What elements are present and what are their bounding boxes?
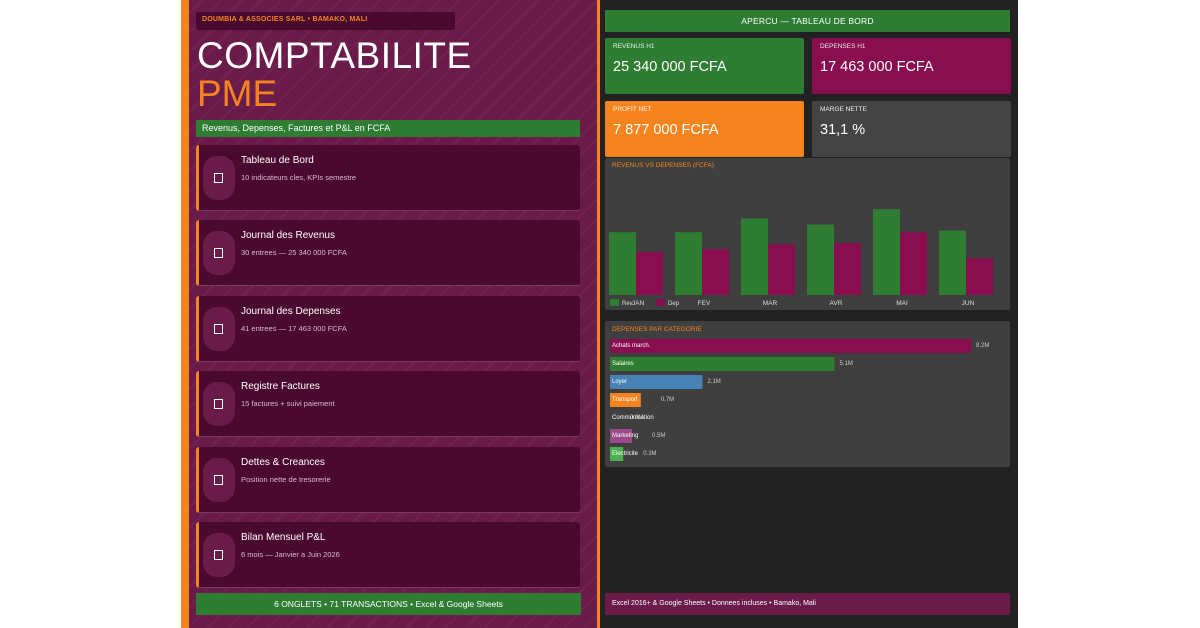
bar-dep-avr bbox=[834, 242, 861, 295]
category-bar-2 bbox=[610, 375, 703, 389]
bar-dep-mar bbox=[768, 244, 795, 295]
category-value: 0.3M bbox=[643, 451, 656, 457]
category-value: 0.0M bbox=[630, 415, 643, 421]
info-footer: Excel 2016+ & Google Sheets • Donnees in… bbox=[605, 593, 1010, 615]
sheet-icon bbox=[203, 231, 235, 275]
card-title: Registre Factures bbox=[241, 381, 320, 392]
nav-card-tableau-de-bord[interactable]: Tableau de Bord 10 indicateurs cles, KPI… bbox=[196, 145, 580, 211]
category-chart: DEPENSES PAR CATEGORIE Achats march. 8.2M… bbox=[605, 321, 1010, 467]
sheet-icon bbox=[203, 156, 235, 200]
category-value: 0.5M bbox=[652, 433, 665, 439]
page-title-accent: PME bbox=[197, 73, 278, 114]
right-panel: APERCU — TABLEAU DE BORD REVENUS H1 25 3… bbox=[600, 0, 1018, 628]
category-label: Achats march. bbox=[612, 343, 651, 349]
sheet-icon bbox=[203, 458, 235, 502]
bar-rev-avr bbox=[807, 224, 834, 295]
legend-swatch-rev bbox=[610, 299, 619, 306]
category-value: 0.7M bbox=[661, 397, 674, 403]
kpi-value: 17 463 000 FCFA bbox=[820, 59, 934, 75]
bar-rev-mai bbox=[873, 209, 900, 295]
card-title: Journal des Revenus bbox=[241, 230, 335, 241]
accent-stripe bbox=[181, 0, 189, 628]
page-title: COMPTABILITE bbox=[197, 35, 472, 76]
bar-dep-jun bbox=[966, 258, 993, 295]
kpi-label: MARGE NETTE bbox=[820, 106, 867, 113]
card-title: Tableau de Bord bbox=[241, 155, 314, 166]
company-badge: DOUMBIA & ASSOCIES SARL • BAMAKO, MALI bbox=[196, 12, 455, 30]
category-label: Communication bbox=[612, 415, 654, 421]
kpi-label: PROFIT NET bbox=[613, 106, 652, 113]
sheet-icon bbox=[203, 382, 235, 426]
category-value: 2.1M bbox=[707, 379, 720, 385]
subtitle-banner: Revenus, Depenses, Factures et P&L en FC… bbox=[196, 120, 580, 137]
category-value: 8.2M bbox=[976, 343, 989, 349]
kpi-marge-nette: MARGE NETTE 31,1 % bbox=[812, 101, 1011, 157]
nav-card-journal-revenus[interactable]: Journal des Revenus 30 entrees — 25 340 … bbox=[196, 220, 580, 286]
legend-label-rev: Rev bbox=[622, 301, 633, 307]
kpi-revenus: REVENUS H1 25 340 000 FCFA bbox=[605, 38, 804, 94]
x-tick-label: AVR bbox=[830, 300, 843, 307]
chart-title: REVENUS VS DEPENSES (FCFA) bbox=[612, 162, 714, 169]
kpi-label: REVENUS H1 bbox=[613, 43, 655, 50]
category-bar-0 bbox=[610, 339, 971, 353]
hbar-chart-svg: Achats march. 8.2M Salaires 5.1M Loyer 2.1M Tr… bbox=[610, 339, 989, 461]
category-bar-1 bbox=[610, 357, 835, 371]
category-label: Loyer bbox=[612, 379, 627, 385]
card-description: Position nette de tresorerie bbox=[241, 475, 331, 484]
x-tick-label: MAR bbox=[763, 300, 778, 307]
card-description: 41 entrees — 17 463 000 FCFA bbox=[241, 324, 347, 333]
nav-card-dettes-creances[interactable]: Dettes & Creances Position nette de tres… bbox=[196, 447, 580, 513]
bar-dep-fev bbox=[702, 249, 729, 295]
sheet-icon bbox=[203, 307, 235, 351]
card-description: 10 indicateurs cles, KPIs semestre bbox=[241, 173, 357, 182]
category-label: Transport bbox=[612, 397, 638, 403]
card-description: 15 factures + suivi paiement bbox=[241, 399, 335, 408]
bar-dep-mai bbox=[900, 232, 927, 295]
kpi-value: 25 340 000 FCFA bbox=[613, 59, 727, 75]
category-value: 5.1M bbox=[840, 361, 853, 367]
kpi-value: 7 877 000 FCFA bbox=[613, 122, 719, 138]
x-tick-label: FEV bbox=[698, 300, 711, 307]
legend-swatch-dep bbox=[656, 299, 665, 306]
category-bar-3 bbox=[610, 393, 641, 407]
revenue-expense-chart: REVENUS VS DEPENSES (FCFA) JAN FEV MAR AVR M… bbox=[605, 158, 1010, 310]
card-title: Dettes & Creances bbox=[241, 457, 325, 468]
summary-footer: 6 ONGLETS • 71 TRANSACTIONS • Excel & Go… bbox=[196, 593, 581, 615]
bar-rev-mar bbox=[741, 218, 768, 295]
chart-title: DEPENSES PAR CATEGORIE bbox=[612, 326, 702, 333]
nav-card-journal-depenses[interactable]: Journal des Depenses 41 entrees — 17 463… bbox=[196, 296, 580, 362]
bar-dep-jan bbox=[636, 252, 663, 295]
x-tick-label: JAN bbox=[632, 300, 645, 307]
kpi-profit-net: PROFIT NET 7 877 000 FCFA bbox=[605, 101, 804, 157]
bar-chart-svg: JAN FEV MAR AVR MAI JUN Rev Dep bbox=[609, 209, 993, 307]
category-label: Marketing bbox=[612, 433, 638, 439]
panel-divider bbox=[597, 0, 600, 628]
category-bar-6 bbox=[610, 447, 624, 461]
nav-card-bilan-mensuel[interactable]: Bilan Mensuel P&L 6 mois — Janvier a Jui… bbox=[196, 522, 580, 588]
category-bar-5 bbox=[610, 429, 633, 443]
x-tick-label: MAI bbox=[896, 300, 908, 307]
category-label: Electricite bbox=[612, 451, 639, 457]
kpi-depenses: DEPENSES H1 17 463 000 FCFA bbox=[812, 38, 1011, 94]
kpi-value: 31,1 % bbox=[820, 122, 866, 138]
card-description: 30 entrees — 25 340 000 FCFA bbox=[241, 248, 347, 257]
kpi-label: DEPENSES H1 bbox=[820, 43, 866, 50]
dashboard-header: APERCU — TABLEAU DE BORD bbox=[605, 10, 1010, 32]
category-label: Salaires bbox=[612, 361, 634, 367]
bar-rev-jan bbox=[609, 232, 636, 295]
bar-rev-jun bbox=[939, 230, 966, 295]
x-tick-label: JUN bbox=[962, 300, 975, 307]
bar-rev-fev bbox=[675, 232, 702, 295]
card-description: 6 mois — Janvier a Juin 2026 bbox=[241, 550, 340, 559]
legend-label-dep: Dep bbox=[668, 301, 680, 307]
sheet-icon bbox=[203, 533, 235, 577]
nav-card-registre-factures[interactable]: Registre Factures 15 factures + suivi pa… bbox=[196, 371, 580, 437]
card-title: Bilan Mensuel P&L bbox=[241, 532, 326, 543]
card-title: Journal des Depenses bbox=[241, 306, 341, 317]
left-panel: DOUMBIA & ASSOCIES SARL • BAMAKO, MALI C… bbox=[181, 0, 597, 628]
